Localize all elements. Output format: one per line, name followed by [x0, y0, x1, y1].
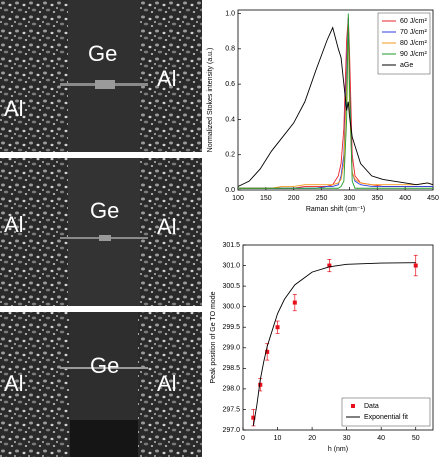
y-tick-label: 297.5: [222, 406, 240, 413]
series-line: [238, 13, 433, 189]
al-label: Al: [157, 66, 177, 91]
al-label: Al: [4, 212, 24, 237]
x-tick-label: 100: [232, 195, 244, 202]
x-tick-label: 30: [343, 435, 351, 442]
y-tick-label: 298.0: [222, 386, 240, 393]
ge-channel: [68, 0, 140, 152]
al-label: Al: [157, 214, 177, 239]
legend-label: Data: [364, 403, 379, 410]
y-tick-label: 299.5: [222, 324, 240, 331]
y-tick-label: 297.0: [222, 427, 240, 434]
series-line: [237, 26, 434, 187]
y-tick-label: 0.4: [225, 116, 235, 123]
y-tick-label: 301.0: [222, 262, 240, 269]
x-tick-label: 40: [377, 435, 385, 442]
data-point: [265, 349, 270, 354]
ge-label: Ge: [90, 353, 119, 378]
contact-line: [60, 367, 148, 369]
x-axis-label: Raman shift (cm⁻¹): [306, 206, 365, 213]
x-tick-label: 150: [260, 195, 272, 202]
y-tick-label: 299.0: [222, 345, 240, 352]
ge-label: Ge: [90, 198, 119, 223]
x-tick-label: 0: [241, 435, 245, 442]
x-tick-label: 400: [399, 195, 411, 202]
y-tick-label: 1.0: [225, 10, 235, 17]
x-tick-label: 20: [308, 435, 316, 442]
x-tick-label: 450: [427, 195, 439, 202]
ge-label: Ge: [88, 41, 117, 66]
x-tick-label: 50: [412, 435, 420, 442]
data-point: [413, 263, 418, 268]
legend-label: 60 J/cm²: [400, 18, 428, 25]
ge-channel: [68, 158, 140, 306]
y-tick-label: 301.5: [222, 242, 240, 249]
contact-pad: [99, 235, 111, 241]
al-label: Al: [157, 371, 177, 396]
plot-frame: [237, 9, 434, 191]
x-tick-label: 300: [344, 195, 356, 202]
data-point: [275, 325, 280, 330]
sem-images: Al Ge Al Al Ge Al Al Ge Al: [0, 0, 202, 457]
y-axis-label: Peak position of Ge TO mode: [210, 291, 217, 383]
series-line: [238, 22, 434, 189]
y-tick-label: 300.5: [222, 283, 240, 290]
legend-label: 80 J/cm²: [400, 40, 428, 47]
data-point: [251, 415, 256, 420]
y-tick-label: 0.8: [225, 46, 235, 53]
legend-label: Exponential fit: [364, 414, 408, 421]
x-tick-label: 350: [371, 195, 383, 202]
y-tick-label: 298.5: [222, 365, 240, 372]
x-tick-label: 10: [274, 435, 282, 442]
plot-frame: [242, 244, 434, 431]
legend-label: 90 J/cm²: [400, 51, 428, 58]
legend-swatch: [351, 404, 355, 408]
series-line: [252, 262, 416, 426]
contact-pad: [95, 80, 115, 89]
legend-box: [341, 397, 431, 427]
al-label: Al: [4, 371, 24, 396]
y-tick-label: 300.0: [222, 304, 240, 311]
y-tick-label: 0.6: [225, 81, 235, 88]
legend-label: aGe: [400, 62, 413, 69]
y-tick-label: 0.0: [225, 187, 235, 194]
x-tick-label: 250: [316, 195, 328, 202]
x-tick-label: 200: [288, 195, 300, 202]
y-tick-label: 0.2: [225, 152, 235, 159]
data-point: [292, 300, 297, 305]
y-axis-label: Normalized Stokes intensity (a.u.): [207, 48, 214, 153]
data-point: [258, 382, 263, 387]
data-point: [327, 263, 332, 268]
x-axis-label: h (nm): [328, 446, 348, 453]
al-label: Al: [4, 96, 24, 121]
legend-label: 70 J/cm²: [400, 29, 428, 36]
ge-channel-dark: [70, 420, 138, 457]
